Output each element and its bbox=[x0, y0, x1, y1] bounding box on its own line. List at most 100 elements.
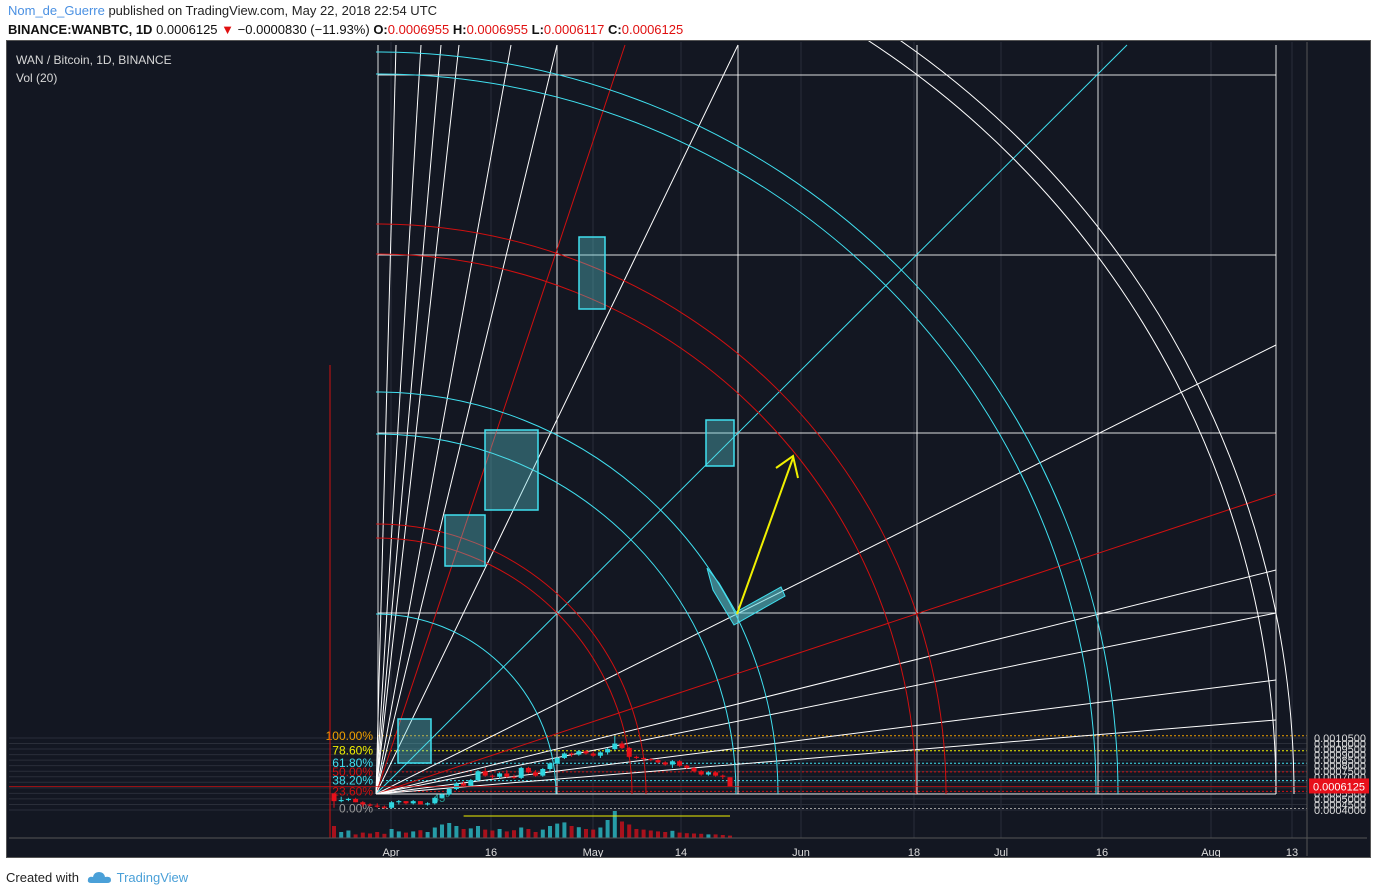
volume-bar bbox=[512, 830, 516, 838]
low-value: 0.0006117 bbox=[543, 22, 605, 37]
volume-bar bbox=[548, 826, 552, 838]
volume-bar bbox=[504, 831, 509, 838]
volume-bar bbox=[332, 826, 336, 838]
candle-body bbox=[641, 757, 647, 760]
volume-bar bbox=[591, 829, 596, 838]
candle-body bbox=[720, 775, 726, 777]
volume-bar bbox=[404, 832, 408, 838]
gann-fan-ray bbox=[375, 44, 739, 795]
highlight-box bbox=[444, 514, 486, 567]
chart-panel[interactable]: 100.00% 78.60% 61.80% 50.00% 38.20% 23.60% 0.0… bbox=[6, 0, 1371, 859]
volume-bar bbox=[526, 829, 531, 838]
price-tick-label: 0.0005000 bbox=[1314, 794, 1366, 806]
tradingview-cloud-icon bbox=[87, 872, 111, 883]
publish-info: Nom_de_Guerre published on TradingView.c… bbox=[8, 3, 437, 18]
candle-body bbox=[374, 805, 380, 807]
gann-fan-ray bbox=[375, 569, 1277, 795]
candle-body bbox=[691, 767, 697, 772]
candle-body bbox=[353, 798, 359, 803]
candle-body bbox=[461, 783, 467, 786]
fib-level-label: 50.00% bbox=[332, 765, 373, 779]
candle-body bbox=[684, 765, 690, 768]
candle-body bbox=[468, 780, 474, 786]
candle-body bbox=[518, 767, 524, 778]
candle-body bbox=[727, 777, 733, 787]
tradingview-brand-link[interactable]: TradingView bbox=[116, 870, 189, 885]
gann-fan-ray bbox=[375, 44, 558, 795]
candle-body bbox=[389, 802, 395, 808]
gann-fan-ray bbox=[375, 344, 1277, 795]
volume-bar bbox=[540, 829, 545, 838]
candle-body bbox=[597, 752, 603, 756]
time-tick-label: Jun bbox=[792, 847, 810, 857]
candle-body bbox=[360, 802, 366, 805]
gann-fan-ray bbox=[375, 44, 422, 795]
price-tick-label: 0.0008000 bbox=[1314, 761, 1366, 773]
price-change: −0.0000830 (−11.93%) bbox=[237, 22, 370, 37]
gann-fan-ray bbox=[375, 44, 442, 795]
time-tick-label: 18 bbox=[908, 847, 920, 857]
gann-arc bbox=[375, 253, 917, 795]
gann-fan-ray bbox=[375, 719, 1277, 795]
candle-body bbox=[475, 771, 481, 781]
chart-legend-title: WAN / Bitcoin, 1D, BINANCE bbox=[16, 53, 172, 67]
highlight-box bbox=[397, 718, 432, 764]
volume-bar bbox=[569, 826, 574, 838]
low-label: L: bbox=[531, 22, 544, 37]
candle-body bbox=[410, 801, 416, 804]
time-tick-label: Jul bbox=[994, 847, 1008, 857]
candle-body bbox=[432, 797, 438, 804]
volume-bar bbox=[612, 811, 617, 838]
volume-bar bbox=[720, 835, 725, 838]
high-label: H: bbox=[452, 22, 467, 37]
volume-bar bbox=[684, 833, 689, 838]
volume-bar bbox=[576, 827, 581, 838]
time-tick-label: 14 bbox=[675, 847, 687, 857]
candle-body bbox=[547, 763, 553, 770]
candle-body bbox=[713, 772, 719, 776]
candle-body bbox=[331, 793, 337, 802]
volume-bar bbox=[339, 832, 344, 838]
volume-bar bbox=[360, 832, 365, 838]
close-value: 0.0006125 bbox=[621, 22, 684, 37]
time-tick-label: Apr bbox=[382, 847, 399, 857]
price-tick-label: 0.0008500 bbox=[1314, 755, 1366, 767]
gann-arc bbox=[375, 537, 633, 795]
candle-body bbox=[497, 773, 503, 777]
fib-level-label: 38.20% bbox=[332, 774, 373, 788]
candle-body bbox=[381, 806, 387, 808]
author-link[interactable]: Nom_de_Guerre bbox=[8, 3, 105, 18]
candle-body bbox=[417, 801, 423, 805]
gann-fan-ray bbox=[375, 44, 512, 795]
volume-bar bbox=[634, 829, 639, 838]
gann-fan-ray bbox=[375, 612, 1277, 795]
volume-bar bbox=[706, 834, 711, 838]
candle-body bbox=[576, 751, 582, 755]
high-value: 0.0006955 bbox=[466, 22, 529, 37]
candle-body bbox=[489, 775, 495, 777]
fib-level-label: 0.00% bbox=[339, 802, 373, 816]
volume-bar bbox=[699, 833, 704, 838]
candle-body bbox=[446, 788, 452, 795]
volume-bar bbox=[396, 831, 401, 838]
volume-bar bbox=[418, 830, 423, 838]
chart-svg[interactable]: 100.00%78.60%61.80%50.00%38.20%23.60% 0.0… bbox=[7, 0, 1370, 859]
candle-body bbox=[561, 753, 567, 758]
time-tick-label: 16 bbox=[1096, 847, 1108, 857]
candle-body bbox=[504, 773, 510, 777]
down-arrow-icon: ▼ bbox=[221, 22, 235, 37]
candle-body bbox=[396, 801, 402, 803]
volume-bar bbox=[368, 833, 372, 838]
candle-body bbox=[511, 776, 517, 778]
price-tick-label: 0.0009500 bbox=[1314, 744, 1366, 756]
volume-bar bbox=[584, 829, 588, 838]
ohlc-bar: BINANCE:WANBTC, 1D 0.0006125 ▼ −0.000083… bbox=[8, 22, 683, 37]
volume-bar bbox=[382, 833, 387, 838]
candle-body bbox=[403, 801, 409, 804]
volume-bar bbox=[692, 833, 696, 838]
candle-body bbox=[367, 804, 373, 806]
volume-bar bbox=[432, 827, 437, 838]
candle-body bbox=[619, 743, 625, 748]
candle-body bbox=[648, 759, 654, 761]
candle-body bbox=[533, 772, 539, 776]
